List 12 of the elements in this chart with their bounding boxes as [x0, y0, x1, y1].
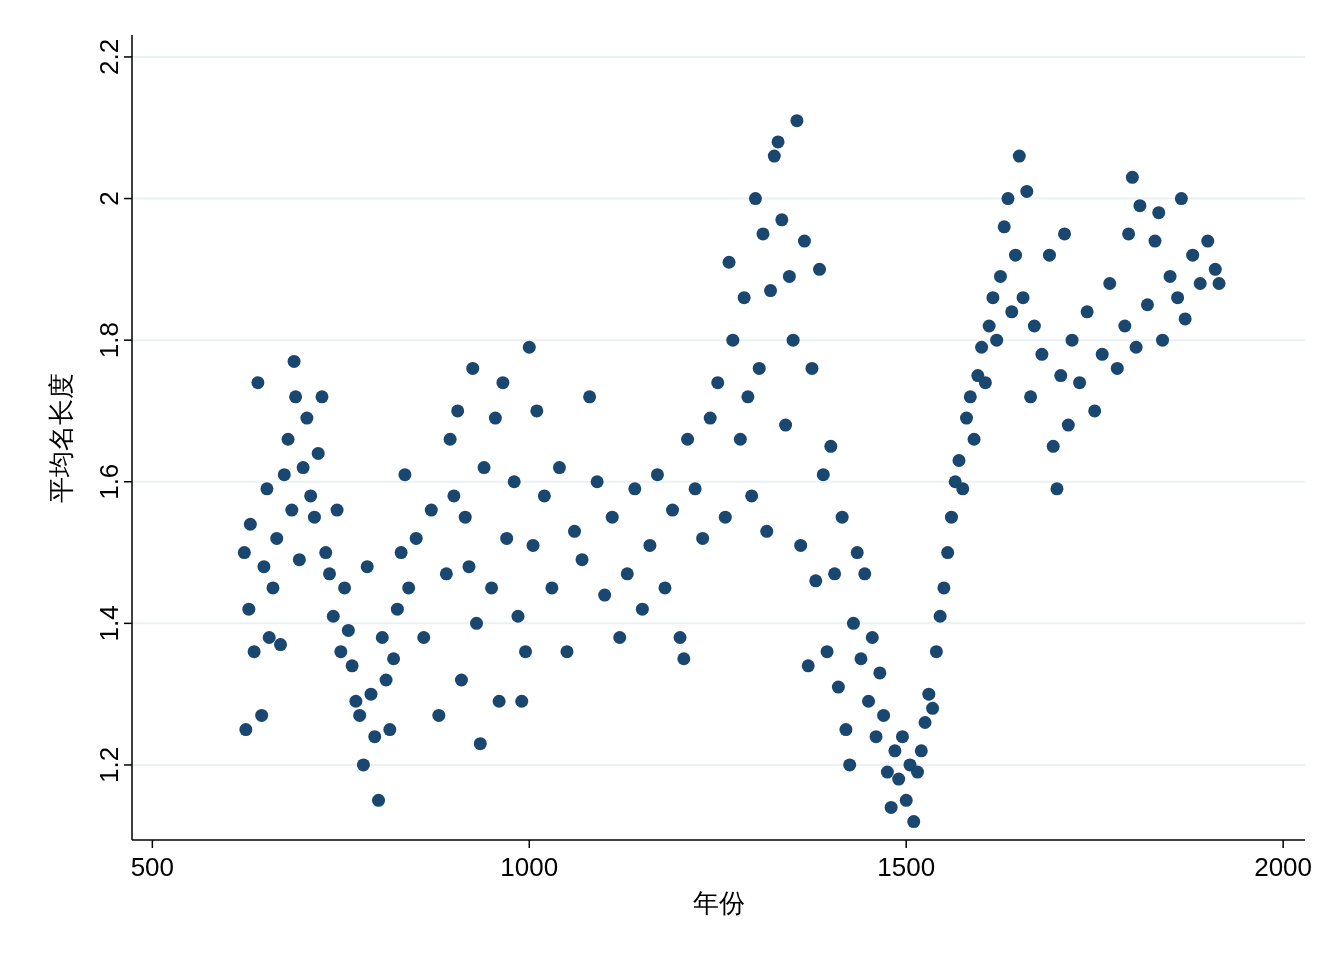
- x-tick-label: 500: [130, 852, 175, 882]
- y-tick-label: 1.6: [94, 463, 124, 500]
- x-axis-title: 年份: [692, 888, 745, 918]
- y-tick-label: 2: [94, 191, 124, 206]
- x-tick-label: 2000: [1254, 852, 1313, 882]
- y-tick-label: 1.4: [94, 605, 124, 642]
- x-tick-label: 1000: [500, 852, 559, 882]
- y-tick-label: 1.2: [94, 746, 124, 784]
- x-tick-label: 1500: [877, 852, 936, 882]
- y-axis-title: 平均名长度: [46, 372, 76, 503]
- y-tick-label: 1.8: [94, 322, 124, 359]
- y-tick-label: 2.2: [94, 38, 124, 76]
